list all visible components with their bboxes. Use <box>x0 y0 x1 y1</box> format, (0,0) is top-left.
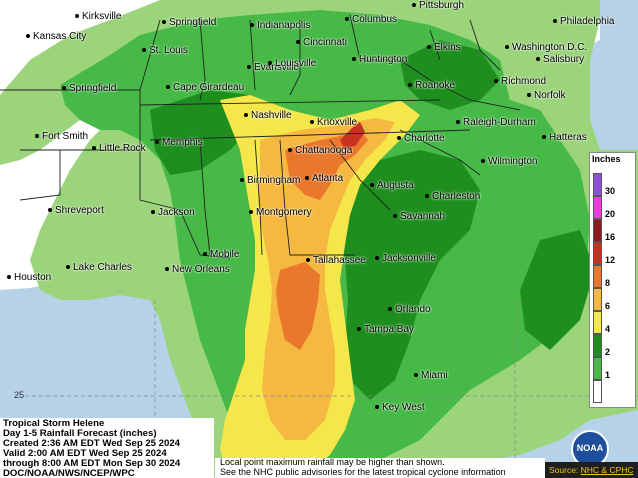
created-time: Created 2:36 AM EDT Wed Sep 25 2024 <box>3 438 181 449</box>
city-label: Mobile <box>203 249 239 260</box>
legend-swatch-8-12 <box>593 265 602 288</box>
rain-12in-area-gulf <box>276 262 320 350</box>
city-label: Tampa Bay <box>357 324 414 335</box>
legend-swatch-30plus <box>593 173 602 196</box>
rainfall-legend: Inches 30 20 16 12 8 6 4 2 1 <box>589 152 636 408</box>
city-label: Hatteras <box>542 132 587 143</box>
city-label: Montgomery <box>249 207 312 218</box>
city-label: Fort Smith <box>35 131 88 142</box>
forecast-type: Day 1-5 Rainfall Forecast (inches) <box>3 428 157 439</box>
note-line: See the NHC public advisories for the la… <box>220 466 506 477</box>
agency-line: DOC/NOAA/NWS/NCEP/WPC <box>3 468 135 478</box>
city-label: Kansas City <box>26 31 86 42</box>
legend-swatch-2-4 <box>593 334 602 357</box>
city-label: Orlando <box>388 304 431 315</box>
legend-swatch-0-1 <box>593 380 602 403</box>
city-label: Tallahassee <box>306 255 366 266</box>
city-label: Shreveport <box>48 205 104 216</box>
valid-end: through 8:00 AM EDT Mon Sep 30 2024 <box>3 458 181 469</box>
latitude-label: 25 <box>14 390 25 400</box>
rain-4in-area <box>340 150 480 400</box>
rain-16in-area <box>340 122 365 150</box>
city-label: Key West <box>375 402 425 413</box>
legend-tick: 8 <box>605 278 611 288</box>
city-label: Nashville <box>244 110 292 121</box>
city-label: Atlanta <box>305 173 343 184</box>
source-prefix: Source: <box>549 465 581 475</box>
city-label: Springfield <box>162 17 216 28</box>
legend-tick: 12 <box>605 255 616 265</box>
rain-8in-area <box>258 118 395 440</box>
legend-swatch-20-30 <box>593 196 602 219</box>
city-label: Springfield <box>62 83 116 94</box>
city-label: Pittsburgh <box>412 0 464 11</box>
city-label: Lake Charles <box>66 262 132 273</box>
valid-start: Valid 2:00 AM EDT Wed Sep 25 2024 <box>3 448 167 459</box>
city-label: Norfolk <box>527 90 566 101</box>
legend-tick: 6 <box>605 301 611 311</box>
city-label: Washington D.C. <box>505 42 587 53</box>
city-label: Memphis <box>155 137 203 148</box>
legend-tick: 4 <box>605 324 611 334</box>
legend-swatch-1-2 <box>593 357 602 380</box>
city-label: Charleston <box>425 191 480 202</box>
source-link[interactable]: NHC & CPHC <box>580 465 634 475</box>
city-label: New Orleans <box>165 264 230 275</box>
rain-4in-area-se <box>520 230 595 350</box>
forecast-title-block: Tropical Storm Helene Day 1-5 Rainfall F… <box>0 418 214 478</box>
legend-swatch-12-16 <box>593 242 602 265</box>
city-label: Augusta <box>370 180 414 191</box>
note-line: Local point maximum rainfall may be high… <box>220 457 445 467</box>
city-label: Jackson <box>151 207 195 218</box>
legend-swatch-16-20 <box>593 219 602 242</box>
city-label: Miami <box>414 370 448 381</box>
city-label: Charlotte <box>397 133 445 144</box>
rain-4in-area-north <box>400 40 500 110</box>
city-label: Louisville <box>268 58 316 69</box>
city-label: Roanoke <box>408 80 455 91</box>
city-label: Chattanooga <box>288 145 352 156</box>
city-label: St. Louis <box>142 45 188 56</box>
city-label: Elkins <box>427 42 461 53</box>
storm-name: Tropical Storm Helene <box>3 418 105 429</box>
city-label: Salisbury <box>536 54 584 65</box>
legend-tick: 30 <box>605 186 616 196</box>
legend-tick: 16 <box>605 232 616 242</box>
legend-tick: 2 <box>605 347 611 357</box>
city-label: Philadelphia <box>553 16 615 27</box>
legend-swatch-4-6 <box>593 311 602 334</box>
city-label: Indianapolis <box>250 20 310 31</box>
legend-tick: 20 <box>605 209 616 219</box>
city-label: Knoxville <box>310 117 357 128</box>
city-label: Columbus <box>345 14 397 25</box>
city-label: Birmingham <box>240 175 300 186</box>
state-borders <box>0 14 521 259</box>
city-label: Cape Girardeau <box>166 82 244 93</box>
city-label: Wilmington <box>481 156 537 167</box>
city-label: Huntington <box>352 54 407 65</box>
noaa-logo-text: NOAA <box>576 443 604 453</box>
city-label: Evansville <box>247 62 299 73</box>
source-credit: Source: NHC & CPHC <box>545 462 638 478</box>
city-label: Jacksonville <box>375 253 436 264</box>
city-label: Little Rock <box>92 143 146 154</box>
city-label: Cincinnati <box>296 37 347 48</box>
city-label: Houston <box>7 272 51 283</box>
city-label: Raleigh-Durham <box>456 117 536 128</box>
legend-swatch-6-8 <box>593 288 602 311</box>
legend-tick: 1 <box>605 370 611 380</box>
city-label: Richmond <box>494 76 546 87</box>
city-label: Kirksville <box>75 11 121 22</box>
legend-title: Inches <box>592 154 621 164</box>
forecast-notes: Local point maximum rainfall may be high… <box>215 457 545 478</box>
city-label: Savannah <box>393 211 445 222</box>
